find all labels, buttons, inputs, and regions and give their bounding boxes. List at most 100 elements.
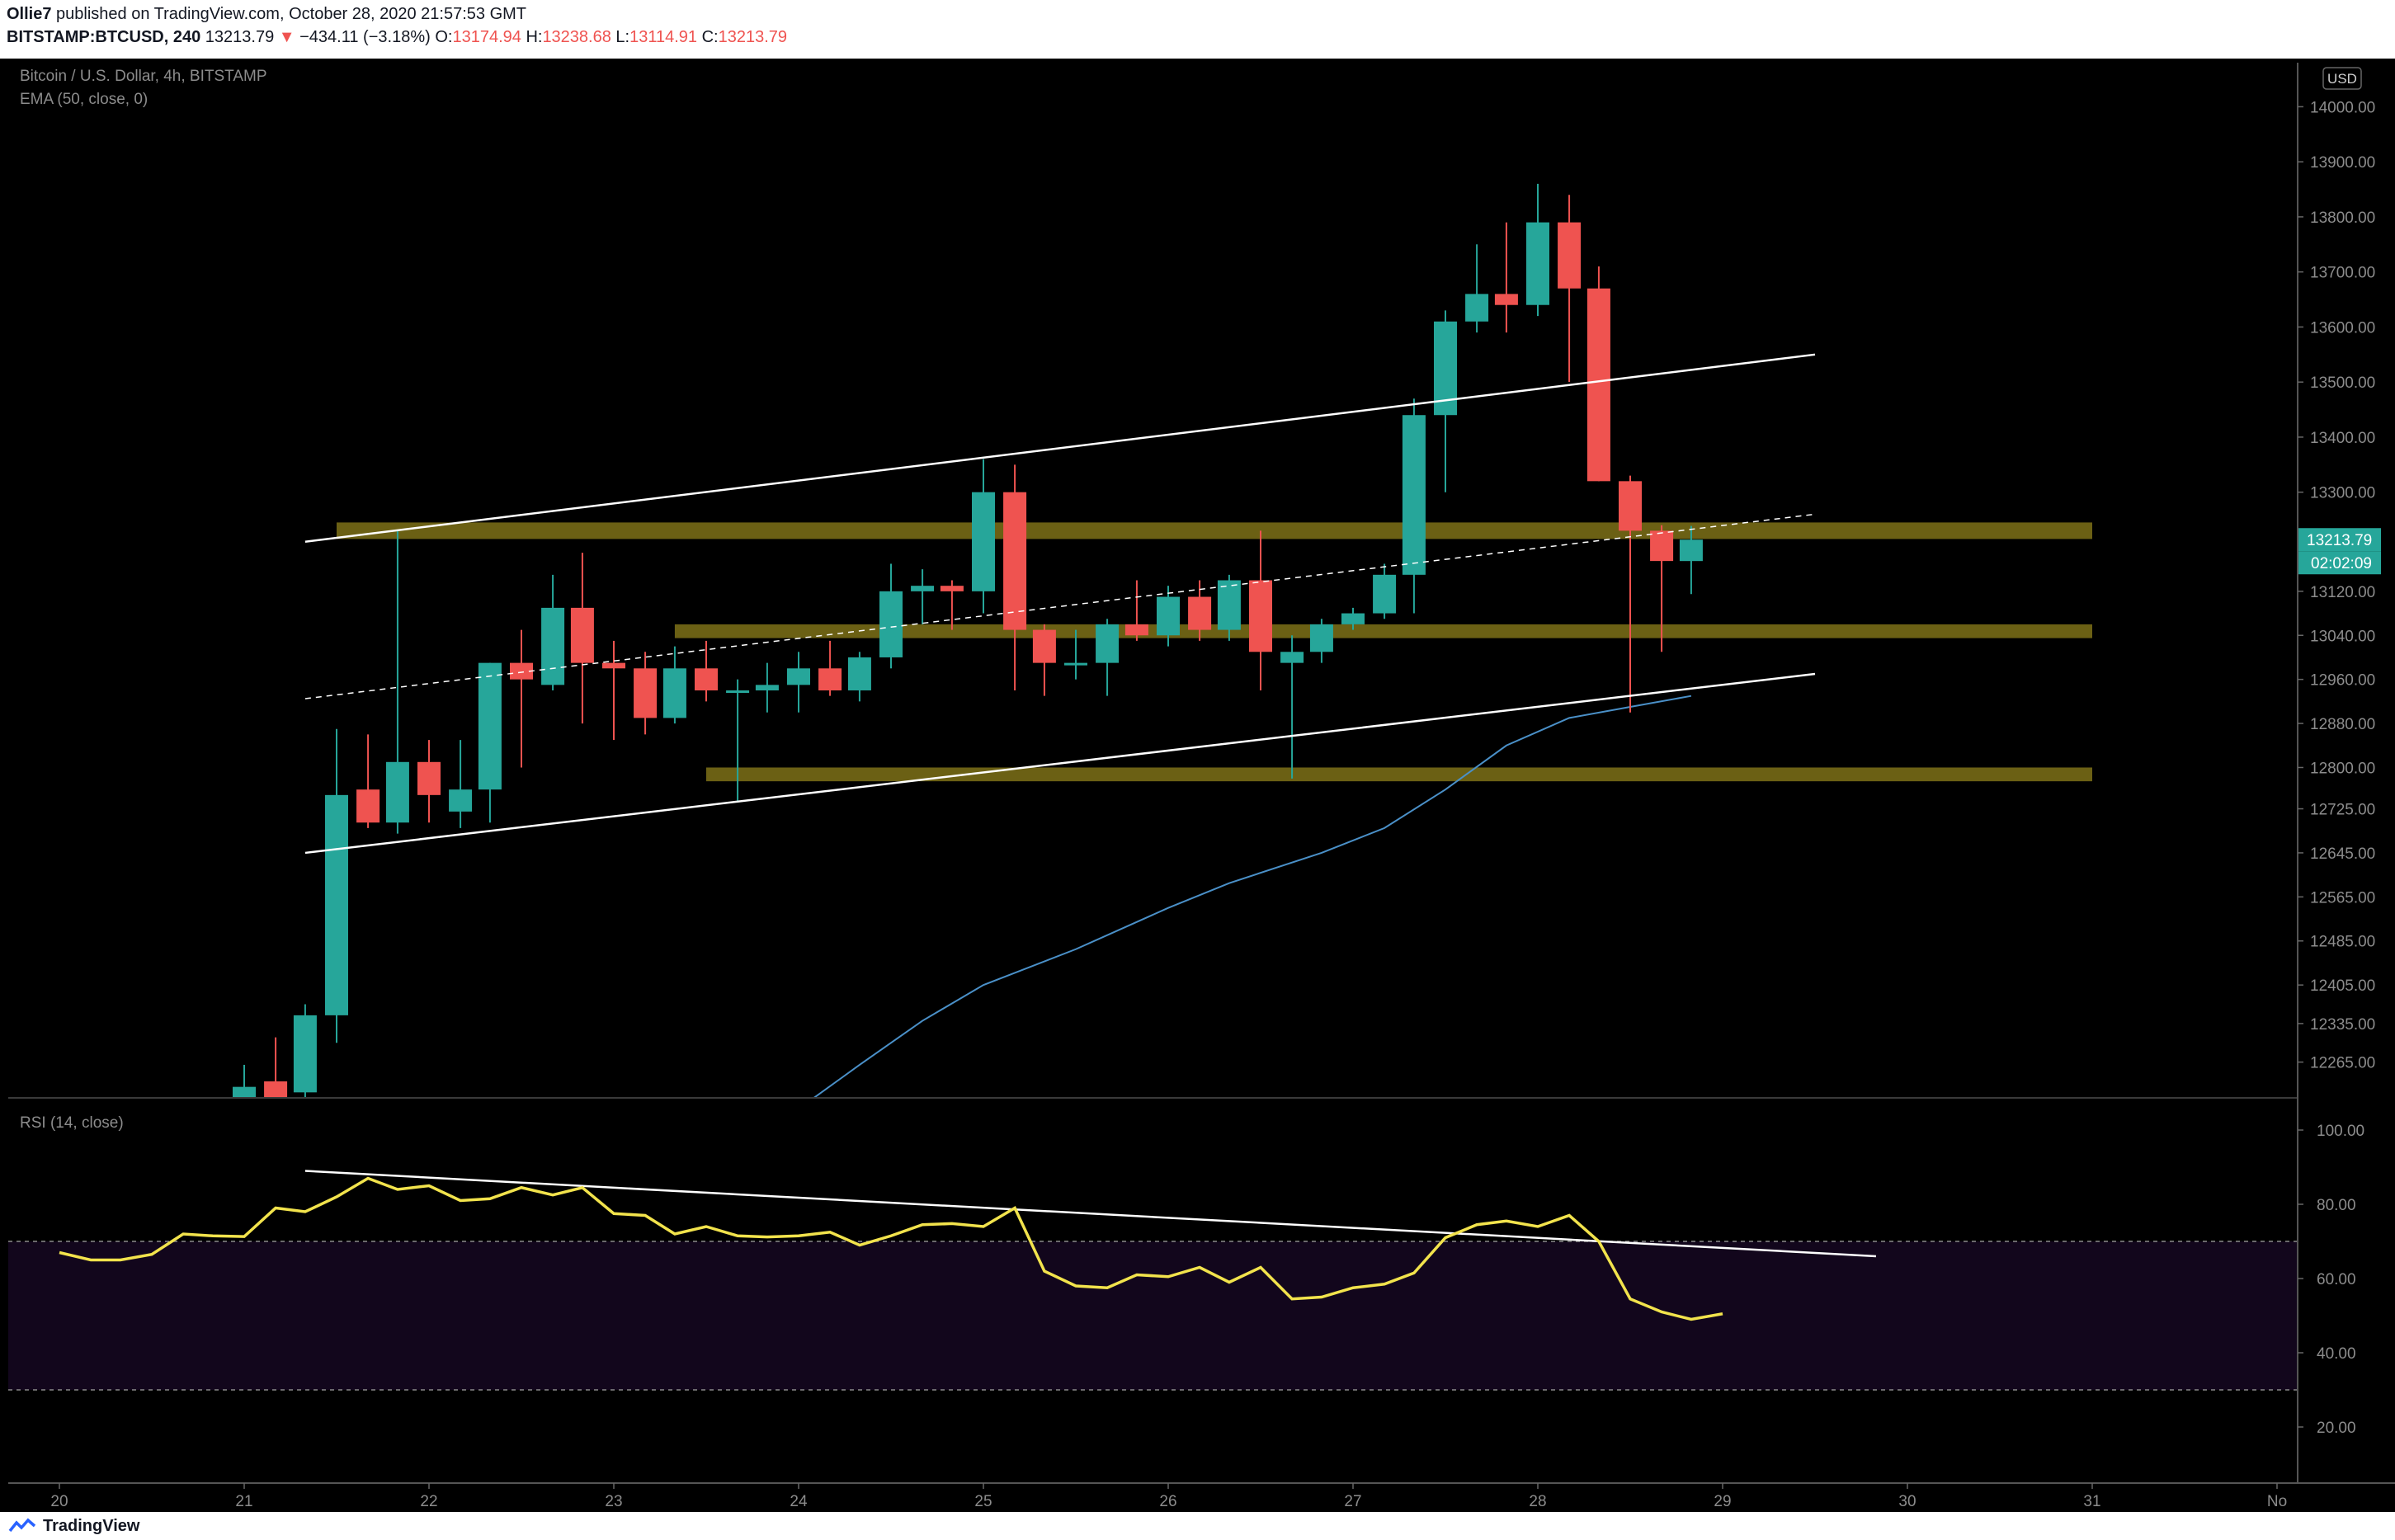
candle-body[interactable] <box>1096 624 1120 663</box>
candle-body[interactable] <box>1402 415 1426 575</box>
tradingview-logo[interactable]: TradingView <box>8 1515 139 1537</box>
candle-body[interactable] <box>264 1081 288 1098</box>
candle[interactable] <box>879 563 903 669</box>
candle[interactable] <box>1465 244 1489 333</box>
candle[interactable] <box>1249 530 1272 691</box>
ema-legend[interactable]: EMA (50, close, 0) <box>20 91 149 108</box>
candle-body[interactable] <box>1217 580 1241 630</box>
candle-body[interactable] <box>510 662 533 680</box>
candle-body[interactable] <box>634 668 658 718</box>
candle[interactable] <box>1679 525 1703 595</box>
candle[interactable] <box>478 662 502 823</box>
candle-body[interactable] <box>787 668 810 685</box>
candle-body[interactable] <box>695 668 718 691</box>
candle[interactable] <box>293 1004 317 1104</box>
trendlines-layer[interactable] <box>304 353 1876 1258</box>
candle-body[interactable] <box>1650 530 1674 562</box>
price-axis[interactable]: 14000.00 13900.00 13800.00 13700.00 13600.00… <box>2298 67 2375 1072</box>
candle-body[interactable] <box>940 586 964 591</box>
candle-body[interactable] <box>478 662 502 790</box>
candle-body[interactable] <box>755 685 779 691</box>
candle[interactable] <box>1280 635 1304 779</box>
candle[interactable] <box>1003 464 1027 691</box>
time-axis[interactable]: 20 21 22 23 24 25 26 27 28 29 30 31 No <box>50 1483 2287 1510</box>
candle[interactable] <box>726 679 750 801</box>
chart-title[interactable]: Bitcoin / U.S. Dollar, 4h, BITSTAMP <box>20 68 267 85</box>
candle-body[interactable] <box>1619 481 1642 531</box>
currency-badge[interactable] <box>2322 67 2362 90</box>
candle[interactable] <box>972 459 995 614</box>
candle[interactable] <box>818 640 842 696</box>
candle[interactable] <box>847 652 871 702</box>
candle[interactable] <box>570 553 594 724</box>
candle[interactable] <box>787 652 810 713</box>
candle[interactable] <box>1309 619 1333 663</box>
candle[interactable] <box>1558 195 1582 383</box>
candle[interactable] <box>911 569 935 624</box>
candle-body[interactable] <box>1679 539 1703 562</box>
candle[interactable] <box>695 640 718 702</box>
candle-body[interactable] <box>325 794 348 1015</box>
candle-body[interactable] <box>602 662 625 669</box>
candle-body[interactable] <box>356 789 380 823</box>
chart-canvas[interactable]: 14000.00 13900.00 13800.00 13700.00 13600.00… <box>0 56 2395 1512</box>
candle-body[interactable] <box>1157 596 1180 636</box>
candle-body[interactable] <box>1341 613 1365 624</box>
candle-body[interactable] <box>293 1015 317 1093</box>
candle-body[interactable] <box>972 492 995 591</box>
candle[interactable] <box>233 1064 256 1109</box>
candle-body[interactable] <box>818 668 842 691</box>
publisher-name[interactable]: Ollie7 <box>7 5 52 23</box>
candle-body[interactable] <box>847 657 871 691</box>
candle-body[interactable] <box>911 586 935 591</box>
candle-body[interactable] <box>1558 222 1582 289</box>
candle[interactable] <box>541 574 565 691</box>
candle[interactable] <box>1096 619 1120 696</box>
candle-body[interactable] <box>1003 492 1027 630</box>
candle[interactable] <box>264 1037 288 1109</box>
candle-body[interactable] <box>1188 596 1212 630</box>
candle[interactable] <box>1586 266 1610 482</box>
candle-body[interactable] <box>1465 294 1489 322</box>
candle[interactable] <box>1619 475 1642 713</box>
rsi-legend[interactable]: RSI (14, close) <box>20 1114 124 1132</box>
candle-body[interactable] <box>879 591 903 657</box>
candle-body[interactable] <box>1280 652 1304 663</box>
candle[interactable] <box>1494 222 1518 333</box>
candle-body[interactable] <box>1494 294 1518 305</box>
candle[interactable] <box>417 740 441 823</box>
rsi-trendline[interactable] <box>304 1170 1876 1258</box>
candle-body[interactable] <box>1586 288 1610 482</box>
candle[interactable] <box>1157 586 1180 647</box>
candle[interactable] <box>1188 580 1212 641</box>
candle[interactable] <box>634 652 658 735</box>
candle-body[interactable] <box>449 789 473 812</box>
candle-body[interactable] <box>1249 580 1272 652</box>
candle-body[interactable] <box>1064 662 1087 666</box>
candle-body[interactable] <box>417 761 441 795</box>
candle[interactable] <box>449 740 473 828</box>
candle[interactable] <box>356 734 380 828</box>
price-trendline[interactable] <box>304 513 1816 699</box>
candle[interactable] <box>385 530 409 834</box>
rsi-axis[interactable]: 100.00 80.00 60.00 40.00 20.00 <box>2298 1123 2364 1437</box>
candle-body[interactable] <box>726 690 750 694</box>
candle[interactable] <box>510 629 533 768</box>
candle[interactable] <box>1373 563 1397 619</box>
candle-body[interactable] <box>1124 624 1148 636</box>
price-trendline[interactable] <box>304 353 1816 544</box>
candle-body[interactable] <box>541 607 565 685</box>
candle-body[interactable] <box>1526 222 1549 305</box>
candle[interactable] <box>940 580 964 630</box>
candle-body[interactable] <box>1032 629 1056 663</box>
candle[interactable] <box>1217 574 1241 641</box>
candle-body[interactable] <box>1373 574 1397 614</box>
candle-body[interactable] <box>570 607 594 663</box>
candle[interactable] <box>602 640 625 741</box>
candle[interactable] <box>1526 183 1549 317</box>
candle-body[interactable] <box>233 1086 256 1104</box>
candle-body[interactable] <box>385 761 409 823</box>
candle[interactable] <box>1341 607 1365 630</box>
candle[interactable] <box>1064 629 1087 680</box>
candle[interactable] <box>755 662 779 713</box>
